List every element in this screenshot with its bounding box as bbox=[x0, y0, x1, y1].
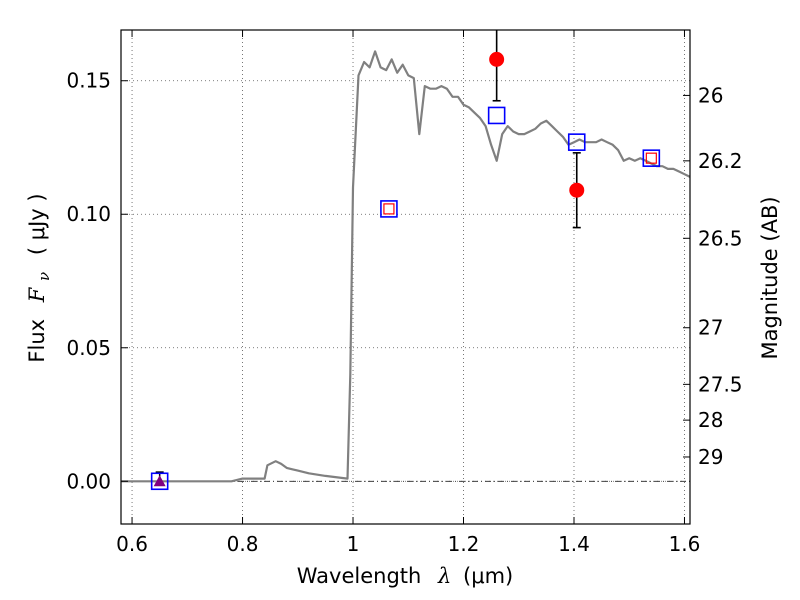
observed-point bbox=[569, 182, 585, 198]
plot-frame bbox=[120, 29, 691, 525]
x-tick-label: 1.2 bbox=[448, 532, 480, 556]
y2-tick-label: 26 bbox=[698, 83, 723, 107]
y2-tick-label: 27 bbox=[698, 316, 723, 340]
ticks: 0.6 0.8 1 1.2 1.4 1.6 0.00 0.05 0.10 0.15 26 26.2 26… bbox=[66, 30, 743, 556]
x-axis-label-lambda: λ bbox=[437, 564, 451, 588]
y-axis-label: Flux F ν ( μJy ) bbox=[25, 193, 54, 362]
model-photometry-point bbox=[487, 106, 506, 125]
data-layer bbox=[121, 30, 690, 491]
x-tick-label: 1 bbox=[347, 532, 360, 556]
y-axis-label-sub: ν bbox=[35, 272, 53, 281]
model-photometry-point bbox=[642, 149, 661, 167]
y-axis-label-symbol: F bbox=[25, 286, 49, 303]
x-tick-label: 0.6 bbox=[116, 532, 148, 556]
x-axis-label-prefix: Wavelength bbox=[297, 564, 422, 588]
inner-red-square bbox=[383, 203, 395, 215]
model-sed-line bbox=[121, 50, 690, 483]
y2-axis-label: Magnitude (AB) bbox=[758, 196, 782, 359]
y-tick-label: 0.10 bbox=[66, 202, 111, 226]
x-tick-label: 1.4 bbox=[558, 532, 590, 556]
y2-tick-label: 27.5 bbox=[698, 372, 743, 396]
y-axis-label-prefix: Flux bbox=[25, 319, 49, 363]
observed-point bbox=[489, 51, 505, 67]
model-photometry-point bbox=[567, 133, 586, 151]
y-tick-label: 0.15 bbox=[66, 69, 111, 93]
x-tick-label: 0.8 bbox=[227, 532, 259, 556]
y2-tick-label: 28 bbox=[698, 408, 723, 432]
y2-tick-label: 26.2 bbox=[698, 149, 743, 173]
y-axis-label-unit: ( μJy ) bbox=[25, 193, 49, 255]
model-photometry-point bbox=[150, 472, 169, 491]
x-axis-label-unit: (μm) bbox=[463, 564, 513, 588]
grid bbox=[121, 30, 690, 524]
y-tick-label: 0.05 bbox=[66, 336, 111, 360]
y-tick-label: 0.00 bbox=[66, 469, 111, 493]
x-axis-label: Wavelength λ (μm) bbox=[297, 564, 513, 588]
x-tick-label: 1.6 bbox=[669, 532, 701, 556]
y2-tick-label: 26.5 bbox=[698, 226, 743, 250]
y2-tick-label: 29 bbox=[698, 445, 723, 469]
model-photometry-point bbox=[380, 200, 398, 218]
inner-red-square bbox=[645, 152, 657, 164]
upper-limit-triangle bbox=[153, 475, 166, 487]
